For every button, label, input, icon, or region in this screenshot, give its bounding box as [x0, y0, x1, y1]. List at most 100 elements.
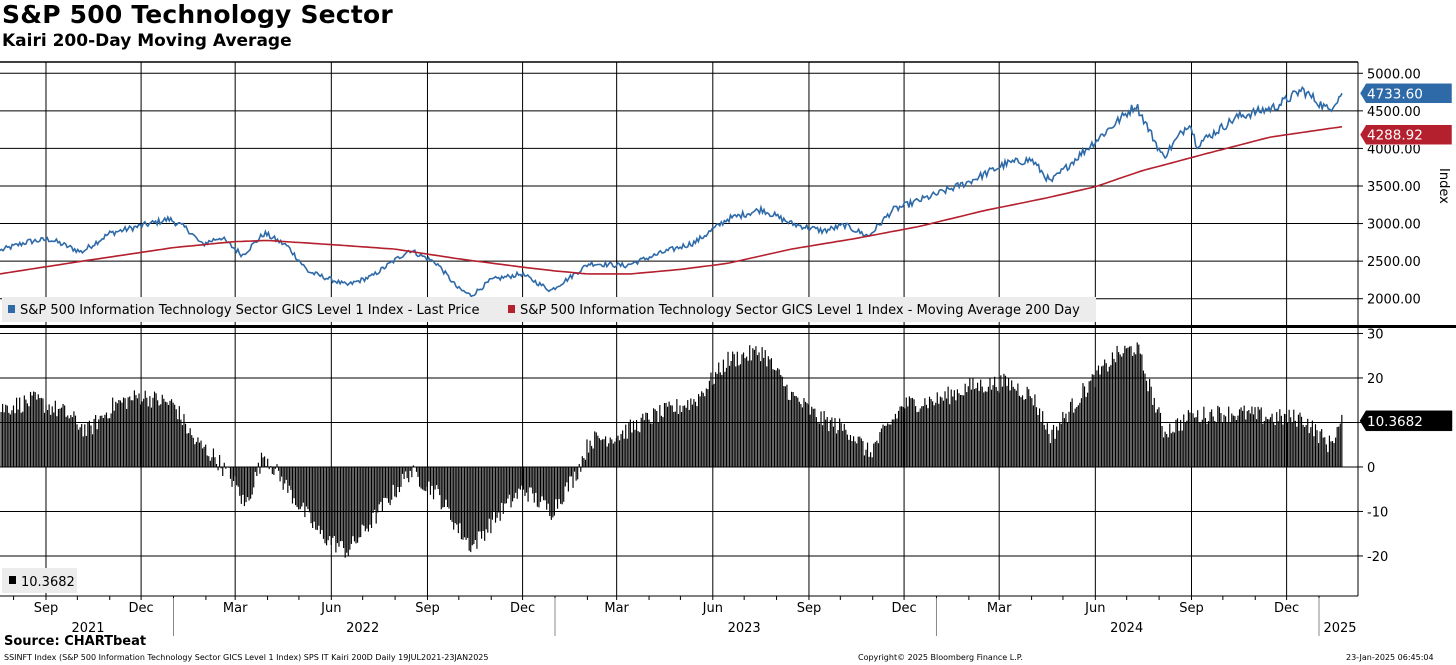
kairi-bar: [321, 466, 323, 530]
kairi-bar: [730, 361, 732, 467]
kairi-bar: [1001, 386, 1003, 467]
kairi-bar: [1017, 383, 1019, 467]
kairi-bar: [47, 410, 49, 467]
kairi-bar: [871, 457, 873, 467]
kairi-bar: [279, 466, 281, 482]
kairi-bar: [560, 466, 562, 504]
kairi-bar: [744, 358, 746, 467]
kairi-bar: [1291, 422, 1293, 467]
kairi-bar: [710, 372, 712, 467]
kairi-bar: [798, 401, 800, 467]
kairi-bar: [192, 437, 194, 467]
kairi-bar: [150, 407, 153, 467]
kairi-bar: [33, 391, 35, 467]
kairi-bar: [950, 389, 952, 467]
kairi-bar: [1325, 444, 1327, 467]
kairi-bar: [118, 400, 120, 467]
kairi-bar: [882, 424, 884, 467]
kairi-bar: [1077, 405, 1079, 467]
kairi-bar: [17, 409, 19, 467]
kairi-bar: [766, 366, 768, 467]
kairi-bar: [975, 388, 977, 467]
kairi-bar: [1212, 416, 1214, 467]
kairi-bar: [983, 392, 985, 467]
kairi-bar: [969, 378, 971, 467]
kairi-bar: [432, 466, 435, 500]
kairi-bar: [1070, 401, 1072, 467]
kairi-bar: [628, 423, 630, 467]
kairi-bar: [618, 440, 621, 467]
kairi-bar: [605, 436, 607, 467]
kairi-bar: [673, 411, 675, 467]
kairi-bar: [987, 386, 990, 467]
kairi-bar: [1059, 422, 1061, 467]
kairi-bar: [577, 466, 579, 480]
kairi-bar: [688, 410, 690, 467]
kairi-bar: [1189, 412, 1191, 467]
kairi-bar: [85, 435, 87, 467]
kairi-legend-label: 10.3682: [21, 575, 75, 590]
kairi-bar: [990, 389, 993, 467]
kairi-bar: [1133, 352, 1135, 467]
kairi-bar: [769, 359, 771, 467]
kairi-bar: [1257, 406, 1259, 467]
kairi-bar: [964, 383, 966, 467]
kairi-bar: [1186, 420, 1188, 467]
kairi-bar: [43, 412, 46, 467]
kairi-bar: [1175, 419, 1177, 467]
kairi-bar: [422, 466, 424, 490]
kairi-bar: [648, 419, 650, 467]
kairi-bar: [68, 418, 70, 467]
kairi-bar: [721, 374, 723, 467]
kairi-bar: [1114, 362, 1117, 467]
kairi-bar: [963, 395, 965, 467]
kairi-bar: [1197, 410, 1199, 467]
kairi-bar: [620, 434, 622, 467]
kairi-bar: [408, 466, 410, 483]
kairi-bar: [171, 399, 173, 467]
kairi-bar: [1145, 380, 1148, 467]
kairi-bar: [668, 401, 670, 467]
kairi-bar: [549, 466, 551, 516]
kairi-bar: [522, 466, 525, 490]
kairi-bar: [109, 418, 111, 467]
kairi-bar: [124, 398, 126, 467]
kairi-bar: [854, 441, 856, 467]
kairi-bar: [491, 466, 494, 520]
kairi-bar: [781, 376, 783, 467]
kairi-bar: [694, 401, 697, 467]
kairi-bar: [874, 442, 876, 467]
kairi-bar: [572, 466, 574, 488]
kairi-bar: [760, 361, 762, 467]
kairi-bar: [442, 466, 444, 508]
kairi-bar: [195, 441, 197, 467]
kairi-bar: [1252, 414, 1255, 467]
kairi-bar: [1341, 414, 1343, 467]
kairi-bar: [701, 391, 703, 467]
kairi-bar: [611, 439, 613, 467]
kairi-bar: [12, 405, 15, 467]
kairi-bar: [535, 466, 537, 493]
kairi-bar: [1110, 365, 1112, 467]
kairi-bar: [98, 419, 100, 467]
kairi-bar: [1150, 386, 1152, 467]
kairi-bar: [662, 417, 664, 467]
kairi-bar: [839, 418, 841, 467]
kairi-bar: [826, 417, 828, 467]
kairi-bar: [50, 414, 52, 467]
kairi-bar: [367, 466, 370, 532]
kairi-bar: [1280, 415, 1282, 467]
kairi-bar: [397, 466, 399, 487]
kairi-bar: [859, 436, 861, 467]
kairi-bar: [1161, 426, 1163, 467]
kairi-bar: [493, 466, 495, 512]
kairi-bar: [552, 466, 554, 518]
kairi-bar: [251, 466, 253, 495]
kairi-bar: [1153, 397, 1155, 467]
kairi-bar: [1118, 352, 1120, 467]
kairi-bar: [1057, 430, 1059, 467]
kairi-bar: [1274, 425, 1276, 467]
kairi-bar: [908, 396, 910, 467]
kairi-bar: [797, 397, 799, 467]
kairi-bar: [601, 439, 604, 467]
